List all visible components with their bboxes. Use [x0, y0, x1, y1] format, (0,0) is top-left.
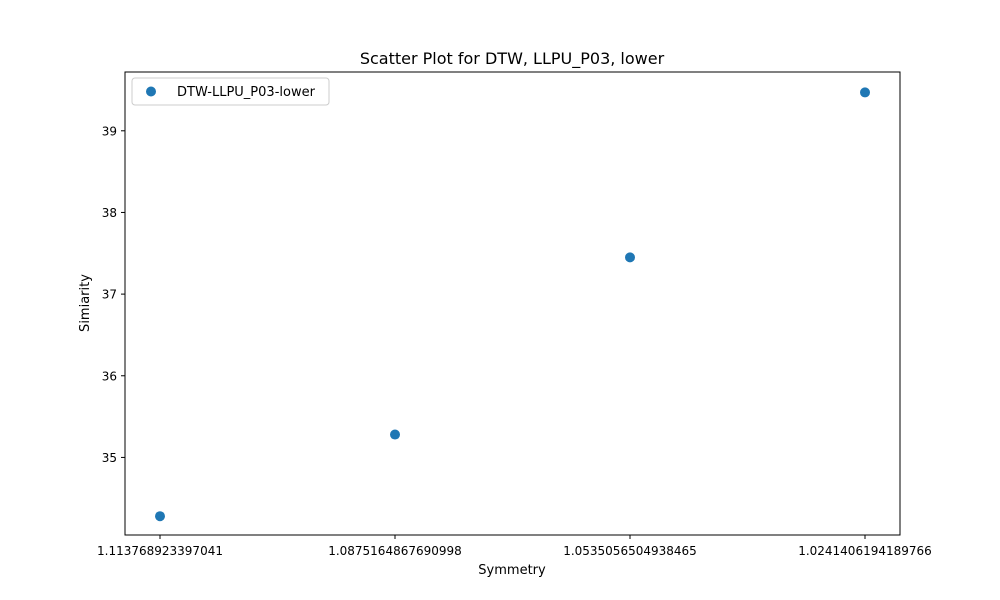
x-tick-label: 1.113768923397041: [97, 544, 223, 558]
y-tick-label: 39: [102, 124, 117, 138]
x-tick-label: 1.0241406194189766: [798, 544, 932, 558]
y-axis: 35 36 37 38 39: [102, 124, 125, 465]
y-axis-label: Simiarity: [78, 274, 93, 332]
y-tick-label: 35: [102, 451, 117, 465]
y-tick-label: 37: [102, 288, 117, 302]
data-point: [860, 87, 870, 98]
y-tick-label: 38: [102, 206, 117, 220]
x-tick-label: 1.0875164867690998: [328, 544, 462, 558]
y-tick-label: 36: [102, 369, 117, 383]
plot-area: [124, 71, 901, 536]
scatter-series: [155, 87, 870, 522]
x-axis: 1.113768923397041 1.0875164867690998 1.053…: [97, 535, 932, 558]
legend-label: DTW-LLPU_P03-lower: [177, 85, 316, 100]
data-point: [155, 511, 165, 522]
chart-title: Scatter Plot for DTW, LLPU_P03, lower: [360, 49, 665, 69]
data-point: [625, 252, 635, 263]
data-point: [390, 429, 400, 440]
legend-marker: [146, 86, 156, 97]
legend: DTW-LLPU_P03-lower: [131, 77, 330, 106]
x-axis-label: Symmetry: [478, 563, 546, 578]
legend-box: [131, 77, 330, 106]
x-tick-label: 1.0535056504938465: [563, 544, 697, 558]
